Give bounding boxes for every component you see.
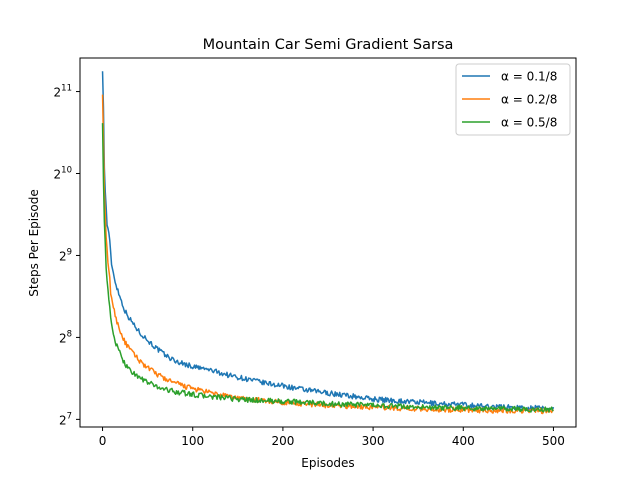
legend-label-3: α = 0.5/8 xyxy=(501,116,557,130)
y-tick-label: 210 xyxy=(54,166,72,182)
y-tick-base: 2 xyxy=(54,168,62,182)
x-axis: 0 100 200 300 400 500 xyxy=(99,427,565,448)
y-tick-base: 2 xyxy=(59,249,67,263)
y-axis-label: Steps Per Episode xyxy=(27,189,41,296)
series-layer xyxy=(101,71,555,415)
y-tick-label: 29 xyxy=(59,247,72,263)
legend-label-2: α = 0.2/8 xyxy=(501,93,557,107)
series-line-3 xyxy=(101,123,554,413)
legend: α = 0.1/8 α = 0.2/8 α = 0.5/8 xyxy=(455,63,571,136)
y-tick-label: 211 xyxy=(54,84,72,100)
y-tick-exponent: 8 xyxy=(67,329,72,339)
x-tick-label: 500 xyxy=(542,434,565,448)
series-line-1 xyxy=(101,71,555,412)
y-tick-label: 28 xyxy=(59,329,72,345)
y-tick-base: 2 xyxy=(59,413,67,427)
x-tick-label: 300 xyxy=(362,434,385,448)
x-tick-label: 100 xyxy=(181,434,204,448)
x-tick-label: 0 xyxy=(99,434,107,448)
x-tick-label: 400 xyxy=(452,434,475,448)
y-tick-exponent: 11 xyxy=(61,84,72,94)
y-tick-base: 2 xyxy=(54,86,62,100)
legend-label-1: α = 0.1/8 xyxy=(501,70,557,84)
x-axis-label: Episodes xyxy=(301,456,354,470)
y-tick-exponent: 7 xyxy=(67,411,72,421)
series-line-2 xyxy=(101,94,555,415)
y-tick-base: 2 xyxy=(59,331,67,345)
chart-title: Mountain Car Semi Gradient Sarsa xyxy=(203,37,454,53)
plot-frame xyxy=(79,57,577,428)
y-tick-exponent: 9 xyxy=(67,247,72,257)
legend-box xyxy=(455,63,571,136)
y-tick-exponent: 10 xyxy=(61,166,72,176)
x-tick-label: 200 xyxy=(271,434,294,448)
y-tick-label: 27 xyxy=(59,411,72,427)
